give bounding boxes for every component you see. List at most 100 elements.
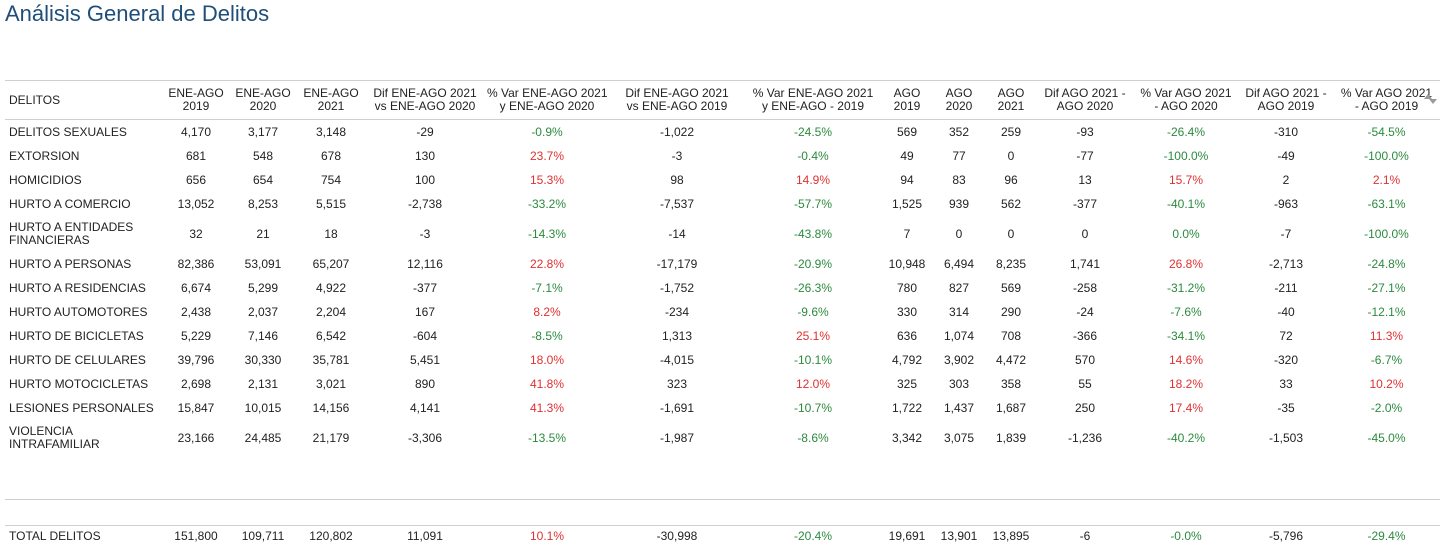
value-cell: 13,901 [940,529,978,543]
column-header[interactable]: % Var AGO 2021- AGO 2020 [1133,80,1239,120]
value-cell: 0 [955,227,963,241]
value-cell: -0.4% [797,149,829,163]
column-header-label: AGO [945,86,973,100]
value-cell: 250 [1074,401,1096,415]
column-header[interactable]: Dif ENE-AGO 2021 vs ENE-AGO 2019 [609,80,745,120]
value-cell: 18.0% [529,353,565,367]
column-header-label: ENE-AGO [168,86,224,100]
value-cell: -7.6% [1170,305,1202,319]
value-cell: -10.1% [793,353,833,367]
value-cell: 12,116 [407,257,443,271]
column-header[interactable]: ENE-AGO 2021 [297,80,365,120]
value-cell: 72 [1279,329,1293,343]
value-cell: -4,015 [659,353,695,367]
value-cell: 2,037 [247,305,279,319]
crime-name-cell: HURTO DE BICICLETAS [9,328,144,343]
value-cell: -12.1% [1367,305,1406,319]
crime-name-cell: EXTORSION [9,148,80,163]
value-cell: 1,839 [995,431,1027,445]
column-header-label: 2020 [945,99,973,113]
column-header[interactable]: Dif AGO 2021 - AGO 2019 [1239,80,1333,120]
value-cell: 94 [900,173,914,187]
table-row: HURTO A COMERCIO 13,052 8,253 5,515 -2,738 -3… [5,192,1440,216]
value-cell: 259 [1000,125,1022,139]
value-cell: 325 [896,377,918,391]
value-cell: -33.2% [527,197,567,211]
total-table: TOTAL DELITOS 151,800 109,711 120,802 11,091… [5,526,1440,546]
value-cell: -14 [668,227,686,241]
value-cell: -8.5% [531,329,563,343]
column-header[interactable]: % Var ENE-AGO 2021 y ENE-AGO - 2019 [745,80,881,120]
column-header[interactable]: DELITOS [5,80,163,120]
value-cell: 10,015 [244,401,282,415]
sort-arrows-icon[interactable] [1422,92,1438,106]
value-cell: -27.1% [1367,281,1406,295]
value-cell: -26.4% [1166,125,1206,139]
value-cell: 130 [414,149,436,163]
column-header[interactable]: % Var ENE-AGO 2021 y ENE-AGO 2020 [485,80,609,120]
value-cell: 10.1% [529,529,565,543]
table-row: HURTO AUTOMOTORES 2,438 2,037 2,204 167 8.2% -… [5,300,1440,324]
value-cell: 708 [1000,329,1022,343]
value-cell: 358 [1000,377,1022,391]
value-cell: -2.0% [1370,401,1403,415]
table-header-row: DELITOS ENE-AGO 2019 ENE-AGO 2020 ENE-AGO 2021… [5,80,1440,120]
value-cell: 167 [414,305,436,319]
column-header[interactable]: Dif ENE-AGO 2021 vs ENE-AGO 2020 [365,80,485,120]
value-cell: 15,847 [177,401,215,415]
value-cell: 5,229 [180,329,212,343]
value-cell: -93 [1076,125,1094,139]
value-cell: 303 [948,377,970,391]
value-cell: 3,177 [247,125,279,139]
value-cell: 96 [1004,173,1018,187]
column-header[interactable]: ENE-AGO 2019 [163,80,229,120]
column-header-label: 2021 [997,99,1025,113]
value-cell: -1,022 [659,125,695,139]
column-header[interactable]: % Var AGO 2021- AGO 2019 [1333,80,1440,120]
value-cell: 5,299 [247,281,279,295]
table-row: HURTO DE CELULARES 39,796 30,330 35,781 5,45… [5,348,1440,372]
value-cell: -320 [1273,353,1299,367]
value-cell: 323 [666,377,688,391]
value-cell: 1,687 [995,401,1027,415]
column-header-label: vs ENE-AGO 2019 [626,99,728,113]
value-cell: 890 [414,377,436,391]
value-cell: 4,141 [409,401,441,415]
value-cell: 21,179 [312,431,350,445]
column-header-label: Dif ENE-AGO 2021 [373,86,477,100]
value-cell: -3 [671,149,683,163]
value-cell: 654 [252,173,274,187]
value-cell: -57.7% [793,197,833,211]
value-cell: 77 [952,149,966,163]
value-cell: -6.7% [1370,353,1403,367]
column-header[interactable]: AGO 2019 [881,80,933,120]
value-cell: -2,713 [1268,257,1304,271]
value-cell: 41.8% [529,377,565,391]
value-cell: 780 [896,281,918,295]
value-cell: -24.8% [1367,257,1406,271]
table-row: HURTO MOTOCICLETAS 2,698 2,131 3,021 890 41.8… [5,372,1440,396]
value-cell: -13.5% [527,431,567,445]
column-header-label: AGO [893,86,921,100]
value-cell: 330 [896,305,918,319]
value-cell: 678 [320,149,342,163]
value-cell: 15.3% [529,173,565,187]
column-header-label: AGO 2019 [1257,99,1315,113]
value-cell: 55 [1078,377,1092,391]
value-cell: 100 [414,173,436,187]
value-cell: -31.2% [1166,281,1206,295]
column-header[interactable]: ENE-AGO 2020 [229,80,297,120]
value-cell: -29 [416,125,434,139]
value-cell: 2,438 [180,305,212,319]
crime-name-cell: HURTO A COMERCIO [9,196,131,211]
value-cell: 17.4% [1168,401,1204,415]
column-header[interactable]: Dif AGO 2021 - AGO 2020 [1037,80,1133,120]
column-header[interactable]: AGO 2020 [933,80,985,120]
column-header-label: y ENE-AGO 2020 [499,99,595,113]
column-header[interactable]: AGO 2021 [985,80,1037,120]
value-cell: -29.4% [1367,529,1406,543]
crime-name-cell: VIOLENCIA INTRAFAMILIAR [9,424,100,451]
value-cell: 21 [256,227,270,241]
value-cell: 827 [948,281,970,295]
value-cell: -100.0% [1364,227,1409,241]
